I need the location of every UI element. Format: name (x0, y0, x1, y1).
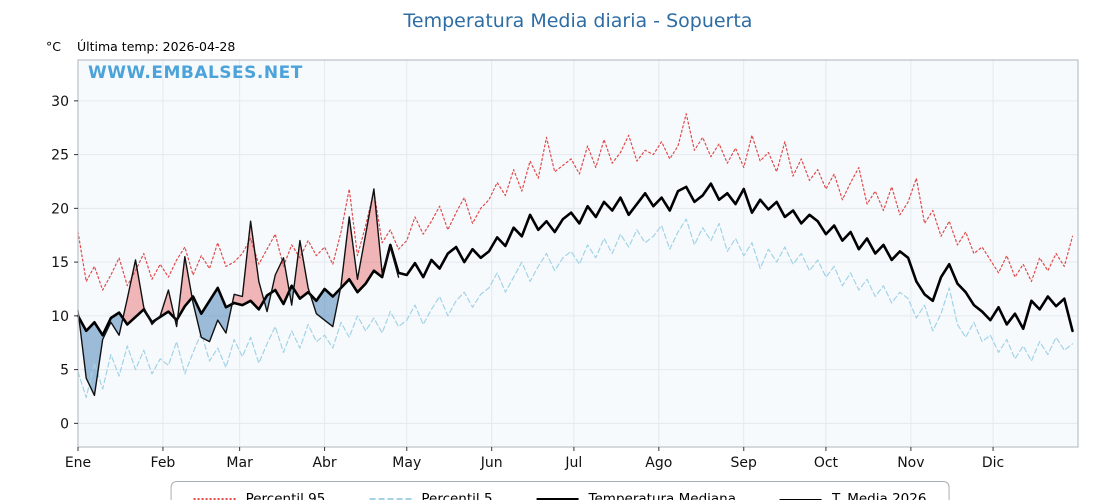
x-tick-label: Feb (151, 455, 176, 471)
plot-area (78, 60, 1078, 447)
x-tick-label: Jun (480, 455, 503, 471)
legend-item-percentil-95: Percentil 95 (193, 491, 326, 500)
y-tick-label: 5 (60, 363, 69, 379)
t-media-2026-line-sample-icon (780, 498, 822, 500)
x-tick-label: Dic (982, 455, 1004, 471)
legend-label-mediana: Temperatura Mediana (588, 491, 736, 500)
x-tick-label: Ago (645, 455, 672, 471)
legend-item-t-media-2026: T. Media 2026 (780, 491, 926, 500)
x-tick-label: Jul (564, 455, 582, 471)
x-tick-label: Nov (897, 455, 924, 471)
x-tick-label: Ene (65, 455, 91, 471)
t-media-2026-line (77, 188, 400, 397)
y-axis-units-label: °C (46, 39, 61, 54)
legend: Percentil 95 Percentil 5 Temperatura Med… (170, 481, 950, 500)
y-tick-label: 0 (60, 416, 69, 432)
x-tick-label: May (392, 455, 421, 471)
page-title: Temperatura Media diaria - Sopuerta (403, 10, 753, 32)
percentil95-line-sample-icon (193, 498, 236, 500)
y-tick-label: 30 (51, 94, 69, 110)
percentil5-line-sample-icon (369, 498, 412, 500)
watermark: WWW.EMBALSES.NET (88, 63, 303, 83)
plot-frame (77, 59, 1079, 448)
axis-units-row: °C Última temp: 2026-04-28 (46, 39, 235, 54)
legend-label-percentil-5: Percentil 5 (421, 491, 493, 500)
legend-item-percentil-5: Percentil 5 (369, 491, 493, 500)
x-tick-label: Sep (731, 455, 758, 471)
mediana-line-sample-icon (536, 497, 579, 500)
x-tick-label: Oct (814, 455, 839, 471)
last-temp-label: Última temp: 2026-04-28 (76, 39, 236, 54)
y-tick-label: 20 (51, 201, 69, 217)
legend-label-t-media-2026: T. Media 2026 (832, 491, 927, 500)
percentil95-line (77, 113, 1074, 291)
legend-item-mediana: Temperatura Mediana (536, 491, 736, 500)
y-tick-label: 25 (51, 148, 69, 164)
x-tick-label: Abr (312, 455, 336, 471)
percentil5-line (77, 218, 1074, 399)
temperatura-mediana-line (76, 182, 1074, 337)
legend-label-percentil-95: Percentil 95 (245, 491, 326, 500)
y-tick-label: 15 (51, 255, 69, 271)
y-tick-label: 10 (51, 309, 69, 325)
x-tick-label: Mar (226, 455, 253, 471)
